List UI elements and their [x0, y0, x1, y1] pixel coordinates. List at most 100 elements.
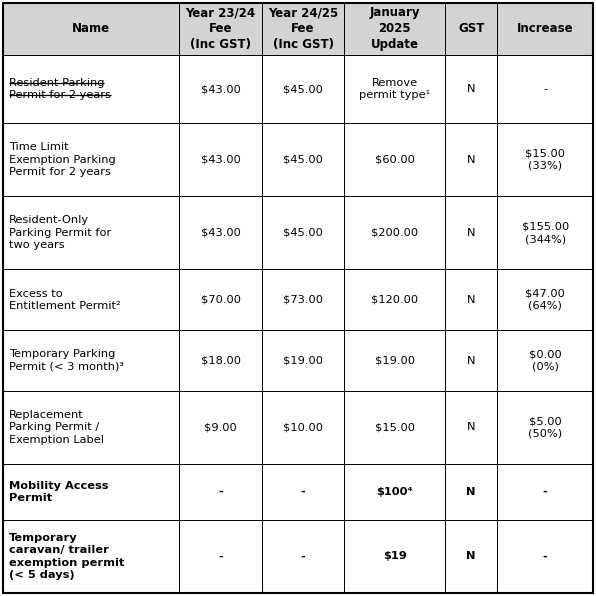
Bar — [179, 330, 262, 391]
Bar — [262, 269, 344, 330]
Text: -: - — [301, 487, 306, 497]
Bar — [344, 391, 445, 464]
Bar — [445, 3, 498, 55]
Text: N: N — [466, 487, 476, 497]
Bar — [3, 55, 179, 123]
Text: $60.00: $60.00 — [375, 155, 414, 164]
Bar — [445, 330, 498, 391]
Bar — [3, 330, 179, 391]
Bar — [445, 391, 498, 464]
Bar — [498, 196, 593, 269]
Text: Temporary Parking
Permit (< 3 month)³: Temporary Parking Permit (< 3 month)³ — [9, 349, 124, 372]
Text: $100⁴: $100⁴ — [376, 487, 413, 497]
Bar — [498, 269, 593, 330]
Bar — [344, 196, 445, 269]
Bar — [344, 464, 445, 520]
Bar — [262, 464, 344, 520]
Text: Excess to
Entitlement Permit²: Excess to Entitlement Permit² — [9, 288, 120, 311]
Bar — [344, 3, 445, 55]
Text: GST: GST — [458, 23, 485, 35]
Text: N: N — [466, 551, 476, 561]
Text: Mobility Access
Permit: Mobility Access Permit — [9, 481, 108, 503]
Bar — [445, 464, 498, 520]
Bar — [262, 391, 344, 464]
Text: $120.00: $120.00 — [371, 295, 418, 305]
Text: -: - — [543, 84, 547, 94]
Bar — [262, 520, 344, 593]
Bar — [498, 391, 593, 464]
Bar — [262, 3, 344, 55]
Text: $43.00: $43.00 — [201, 155, 241, 164]
Text: $47.00
(64%): $47.00 (64%) — [525, 288, 565, 311]
Bar — [3, 464, 179, 520]
Text: Resident Parking: Resident Parking — [9, 78, 104, 88]
Bar — [498, 464, 593, 520]
Bar — [498, 55, 593, 123]
Bar — [344, 269, 445, 330]
Bar — [3, 391, 179, 464]
Bar — [498, 330, 593, 391]
Text: -: - — [543, 551, 548, 561]
Bar — [179, 269, 262, 330]
Bar — [262, 196, 344, 269]
Text: $0.00
(0%): $0.00 (0%) — [529, 349, 561, 372]
Text: $9.00: $9.00 — [204, 423, 237, 433]
Bar — [498, 520, 593, 593]
Bar — [445, 123, 498, 196]
Text: Temporary
caravan/ trailer
exemption permit
(< 5 days): Temporary caravan/ trailer exemption per… — [9, 533, 124, 580]
Text: N: N — [467, 295, 476, 305]
Text: Replacement
Parking Permit /
Exemption Label: Replacement Parking Permit / Exemption L… — [9, 410, 104, 445]
Text: -: - — [218, 551, 223, 561]
Text: $45.00: $45.00 — [283, 155, 323, 164]
Text: $19.00: $19.00 — [283, 356, 323, 365]
Text: $43.00: $43.00 — [201, 84, 241, 94]
Bar — [3, 269, 179, 330]
Bar — [445, 520, 498, 593]
Text: $43.00: $43.00 — [201, 228, 241, 238]
Text: $19.00: $19.00 — [374, 356, 415, 365]
Text: $45.00: $45.00 — [283, 228, 323, 238]
Text: $70.00: $70.00 — [201, 295, 241, 305]
Text: Name: Name — [72, 23, 110, 35]
Bar — [3, 520, 179, 593]
Bar — [262, 55, 344, 123]
Text: $45.00: $45.00 — [283, 84, 323, 94]
Bar — [3, 196, 179, 269]
Bar — [179, 3, 262, 55]
Text: N: N — [467, 84, 476, 94]
Text: Resident-Only
Parking Permit for
two years: Resident-Only Parking Permit for two yea… — [9, 215, 111, 250]
Bar — [179, 391, 262, 464]
Text: N: N — [467, 155, 476, 164]
Bar — [344, 520, 445, 593]
Text: -: - — [543, 487, 548, 497]
Bar — [498, 3, 593, 55]
Text: -: - — [301, 551, 306, 561]
Bar — [344, 330, 445, 391]
Text: $155.00
(344%): $155.00 (344%) — [522, 222, 569, 244]
Bar — [179, 123, 262, 196]
Bar — [498, 123, 593, 196]
Bar — [344, 123, 445, 196]
Bar — [262, 123, 344, 196]
Text: N: N — [467, 356, 476, 365]
Bar — [445, 269, 498, 330]
Bar — [344, 55, 445, 123]
Text: $200.00: $200.00 — [371, 228, 418, 238]
Text: $15.00: $15.00 — [374, 423, 415, 433]
Text: Increase: Increase — [517, 23, 573, 35]
Text: N: N — [467, 228, 476, 238]
Text: Time Limit
Exemption Parking
Permit for 2 years: Time Limit Exemption Parking Permit for … — [9, 142, 116, 177]
Text: $5.00
(50%): $5.00 (50%) — [528, 416, 562, 439]
Text: -: - — [218, 487, 223, 497]
Text: Year 23/24
Fee
(Inc GST): Year 23/24 Fee (Inc GST) — [185, 7, 256, 51]
Bar — [179, 464, 262, 520]
Bar — [445, 196, 498, 269]
Bar — [179, 520, 262, 593]
Bar — [3, 3, 179, 55]
Text: $10.00: $10.00 — [283, 423, 323, 433]
Bar — [262, 330, 344, 391]
Bar — [179, 196, 262, 269]
Text: $15.00
(33%): $15.00 (33%) — [525, 148, 565, 171]
Bar — [445, 55, 498, 123]
Bar — [3, 123, 179, 196]
